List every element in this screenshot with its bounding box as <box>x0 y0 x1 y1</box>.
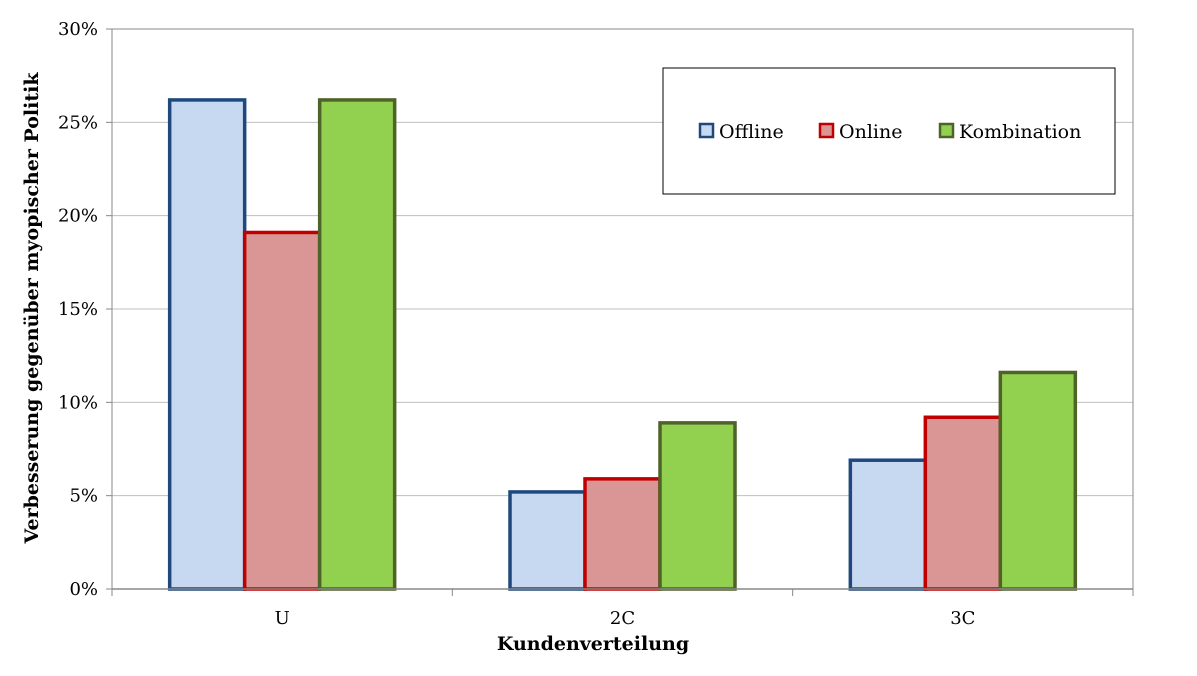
bar-offline-3c <box>848 458 928 591</box>
x-tick-labels: U 2C 3C <box>275 608 976 629</box>
x-tick-label: U <box>275 608 290 629</box>
y-tick-label: 5% <box>69 486 98 507</box>
legend-swatch-offline <box>698 122 715 139</box>
axes <box>106 28 1134 596</box>
legend-label-online: Online <box>839 121 902 143</box>
y-axis-title: Verbesserung gegenüber myopischer Politi… <box>21 72 43 545</box>
legend-swatch-kombination <box>938 122 955 139</box>
legend-label-offline: Offline <box>719 121 784 143</box>
legend-swatch-online <box>818 122 835 139</box>
legend-label-kombination: Kombination <box>959 121 1081 143</box>
y-tick-label: 0% <box>69 579 98 600</box>
y-tick-label: 20% <box>58 206 98 227</box>
y-tick-label: 25% <box>58 112 98 133</box>
y-tick-label: 15% <box>58 299 98 320</box>
bar-kombination-2c <box>658 421 737 591</box>
legend: Offline Online Kombination <box>662 67 1116 195</box>
bar-offline-u <box>167 98 247 591</box>
bar-kombination-u <box>317 98 397 591</box>
bars <box>167 98 1078 591</box>
bar-kombination-3c <box>998 370 1078 591</box>
bar-online-2c <box>583 477 662 591</box>
bar-online-3c <box>923 415 1003 591</box>
x-tick-label: 3C <box>950 608 975 629</box>
x-tick-label: 2C <box>610 608 635 629</box>
y-tick-label: 10% <box>58 392 98 413</box>
x-axis-title: Kundenverteilung <box>497 633 689 655</box>
y-tick-labels: 0% 5% 10% 15% 20% 25% 30% <box>58 19 98 600</box>
legend-items: Offline Online Kombination <box>698 121 1081 143</box>
bar-online-u <box>242 230 322 591</box>
y-tick-label: 30% <box>58 19 98 40</box>
legend-box <box>662 67 1116 195</box>
bar-offline-2c <box>508 490 587 591</box>
